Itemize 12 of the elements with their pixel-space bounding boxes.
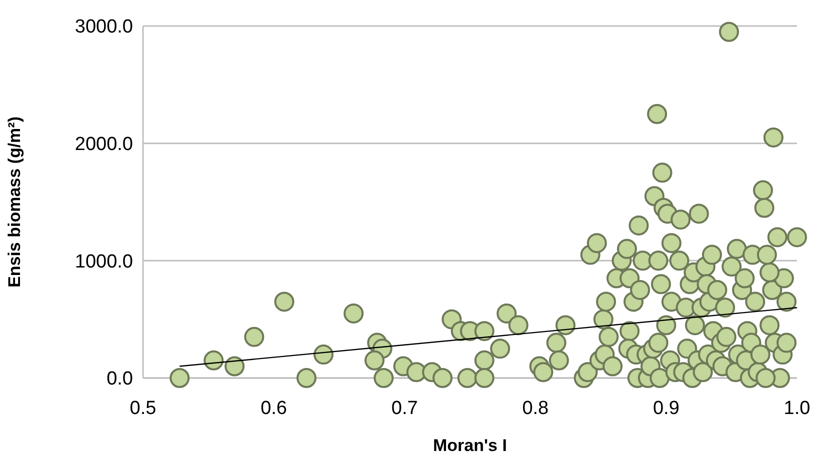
- y-axis-title: Ensis biomass (g/m²): [5, 116, 24, 288]
- y-tick-label: 1000.0: [74, 251, 133, 272]
- x-tick-label: 0.6: [260, 398, 288, 419]
- x-tick-label: 1.0: [784, 398, 810, 419]
- x-tick-label: 0.7: [391, 398, 418, 419]
- y-tick-label: 2000.0: [74, 134, 133, 155]
- y-tick-label: 3000.0: [74, 16, 133, 38]
- x-tick-label: 0.9: [652, 398, 680, 419]
- x-tick-label: 0.5: [130, 398, 156, 419]
- x-axis-title: Moran's I: [433, 436, 507, 455]
- y-tick-label: 0.0: [106, 368, 133, 390]
- x-tick-label: 0.8: [522, 398, 549, 419]
